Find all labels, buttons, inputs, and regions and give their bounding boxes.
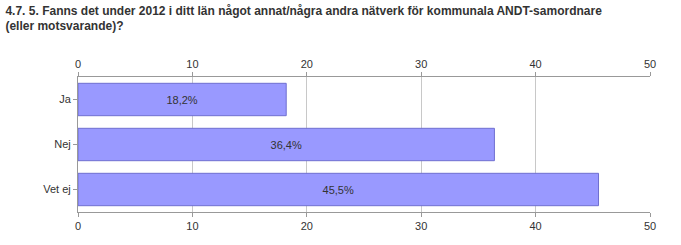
svg-text:10: 10 [186,220,198,232]
svg-text:18,2%: 18,2% [166,94,197,106]
svg-text:10: 10 [186,58,198,70]
svg-text:0: 0 [75,58,81,70]
svg-text:50: 50 [644,220,656,232]
svg-text:30: 30 [415,58,427,70]
svg-text:40: 40 [529,220,541,232]
svg-text:20: 20 [301,58,313,70]
svg-text:Nej: Nej [54,138,71,150]
svg-text:Vet ej: Vet ej [43,183,71,195]
svg-text:20: 20 [301,220,313,232]
svg-text:30: 30 [415,220,427,232]
svg-text:40: 40 [529,58,541,70]
svg-text:4.7. 5. Fanns det under 2012 i: 4.7. 5. Fanns det under 2012 i ditt län … [5,4,602,34]
svg-text:36,4%: 36,4% [271,139,302,151]
svg-text:50: 50 [644,58,656,70]
svg-text:45,5%: 45,5% [323,184,354,196]
svg-text:Ja: Ja [59,93,72,105]
svg-text:0: 0 [75,220,81,232]
